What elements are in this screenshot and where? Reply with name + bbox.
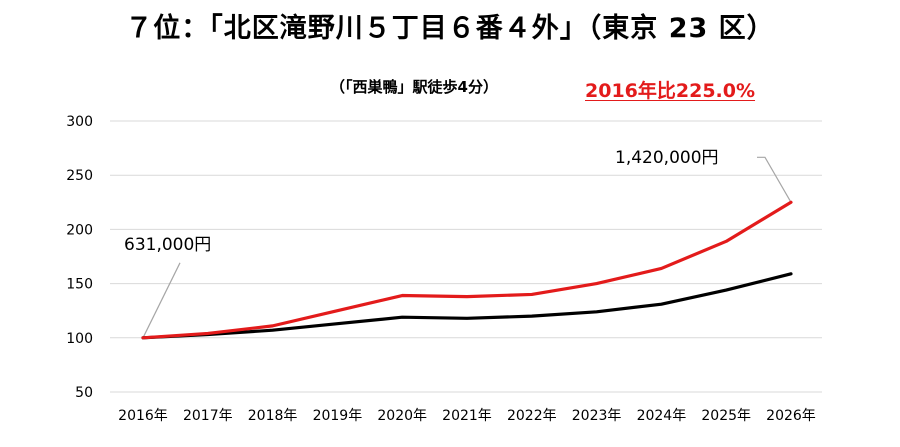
x-tick-label: 2026年 — [766, 408, 816, 424]
x-tick-label: 2025年 — [701, 408, 751, 424]
x-tick-label: 2024年 — [637, 408, 687, 424]
growth-highlight: 2016年比225.0% — [585, 80, 756, 102]
y-tick-label: 200 — [66, 222, 93, 238]
x-tick-label: 2023年 — [572, 408, 622, 424]
x-tick-label: 2022年 — [507, 408, 557, 424]
y-tick-label: 300 — [66, 114, 93, 130]
annotation-leader — [757, 156, 792, 203]
y-tick-label: 50 — [75, 385, 93, 401]
series-line-black — [141, 272, 793, 340]
x-tick-label: 2017年 — [183, 408, 233, 424]
series-line-red — [141, 200, 793, 340]
x-tick-label: 2020年 — [377, 408, 427, 424]
x-tick-label: 2016年 — [118, 408, 168, 424]
chart-title: ７位：「北区滝野川５丁目６番４外」（東京 23 区） — [125, 13, 775, 44]
y-tick-label: 100 — [66, 331, 93, 347]
annotation-leader — [142, 262, 181, 339]
chart-subtitle: （「西巣鴨」駅徒歩4分） — [330, 78, 498, 96]
x-tick-label: 2019年 — [313, 408, 363, 424]
annotation-label: 1,420,000円 — [615, 148, 719, 168]
y-tick-label: 150 — [66, 277, 93, 293]
x-tick-label: 2021年 — [442, 408, 492, 424]
y-tick-label: 250 — [66, 168, 93, 184]
x-tick-label: 2018年 — [248, 408, 298, 424]
annotation-label: 631,000円 — [124, 235, 211, 255]
